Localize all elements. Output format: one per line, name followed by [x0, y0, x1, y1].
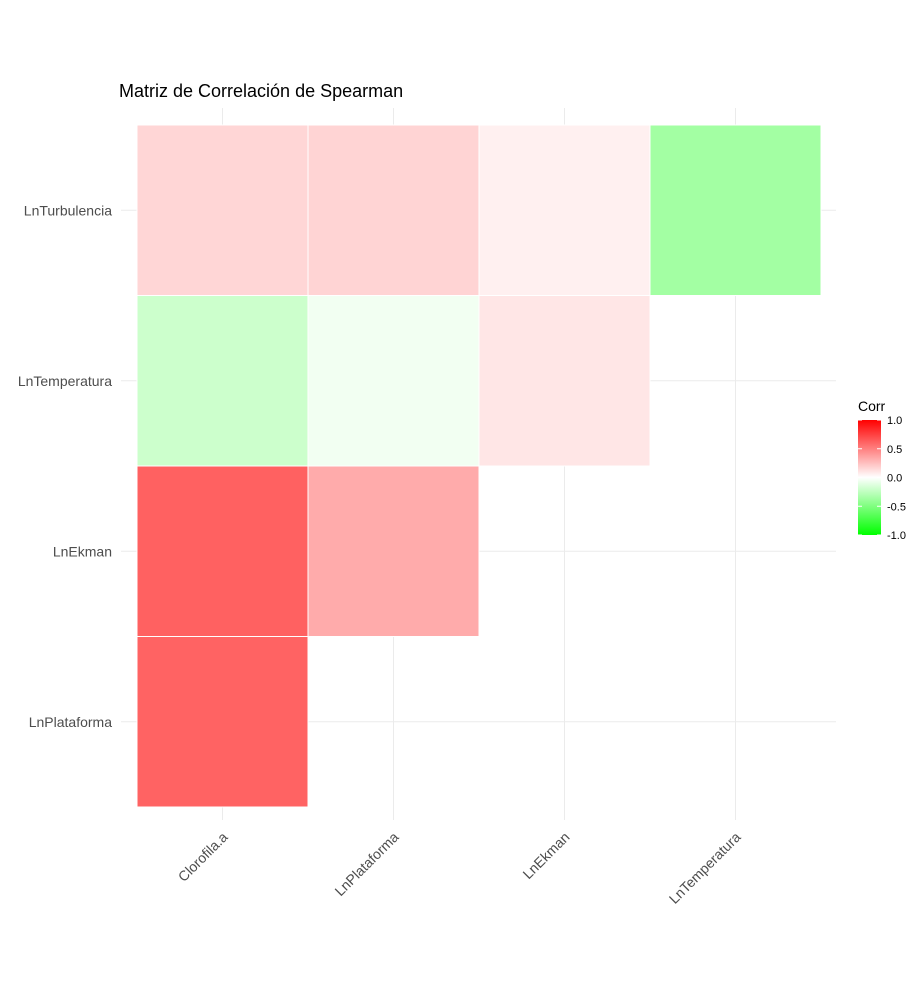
legend-tick-label: -0.5 [887, 501, 906, 513]
heatmap-cell [136, 465, 309, 637]
legend-tick-label: -1.0 [887, 530, 906, 542]
legend: Corr 1.0 0.5 0.0 -0.5 -1.0 [858, 398, 906, 542]
heatmap-cell [136, 295, 309, 467]
y-tick-label: LnTemperatura [18, 373, 112, 389]
y-tick-labels: LnTurbulencia LnTemperatura LnEkman LnPlata… [18, 202, 112, 730]
x-tick-labels: Clorofila.a LnPlataforma LnEkman LnTemperat… [175, 829, 744, 907]
x-tick-label: LnTemperatura [666, 829, 744, 907]
x-tick-label: LnPlataforma [331, 829, 401, 899]
heatmap-cell [307, 124, 480, 296]
heatmap-cell [478, 124, 651, 296]
x-tick-label: Clorofila.a [175, 829, 231, 885]
legend-tick-label: 0.5 [887, 444, 902, 456]
legend-tick-label: 1.0 [887, 415, 902, 427]
x-tick-label: LnEkman [519, 829, 572, 882]
chart-title: Matriz de Correlación de Spearman [119, 81, 403, 101]
y-tick-label: LnTurbulencia [24, 202, 112, 218]
heatmap-cell [307, 465, 480, 637]
heatmap-cell [649, 124, 822, 296]
heatmap-cell [307, 295, 480, 467]
legend-ticks: 1.0 0.5 0.0 -0.5 -1.0 [858, 415, 906, 542]
legend-title: Corr [858, 398, 886, 414]
heatmap-cell [136, 124, 309, 296]
heatmap-cell [136, 636, 309, 808]
heatmap-cells [136, 124, 822, 808]
y-tick-label: LnPlataforma [29, 714, 112, 730]
heatmap-cell [478, 295, 651, 467]
legend-tick-label: 0.0 [887, 473, 902, 485]
legend-colorbar [858, 420, 881, 535]
y-tick-label: LnEkman [53, 543, 112, 559]
